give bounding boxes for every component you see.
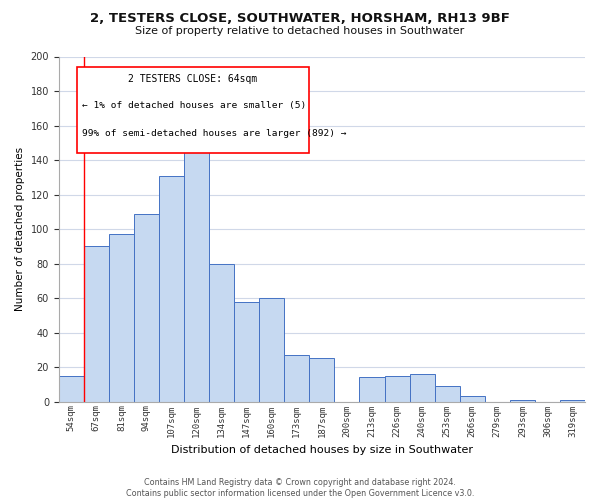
Bar <box>434 386 460 402</box>
Bar <box>259 298 284 402</box>
Bar <box>560 400 585 402</box>
Text: 99% of semi-detached houses are larger (892) →: 99% of semi-detached houses are larger (… <box>82 129 347 138</box>
Text: Contains HM Land Registry data © Crown copyright and database right 2024.
Contai: Contains HM Land Registry data © Crown c… <box>126 478 474 498</box>
Text: 2, TESTERS CLOSE, SOUTHWATER, HORSHAM, RH13 9BF: 2, TESTERS CLOSE, SOUTHWATER, HORSHAM, R… <box>90 12 510 26</box>
Bar <box>59 376 84 402</box>
Bar <box>510 400 535 402</box>
Bar <box>134 214 159 402</box>
Text: ← 1% of detached houses are smaller (5): ← 1% of detached houses are smaller (5) <box>82 102 307 110</box>
Bar <box>460 396 485 402</box>
Bar <box>410 374 434 402</box>
Bar <box>385 376 410 402</box>
Bar <box>84 246 109 402</box>
Bar <box>234 302 259 402</box>
Bar <box>109 234 134 402</box>
Bar <box>284 355 310 402</box>
X-axis label: Distribution of detached houses by size in Southwater: Distribution of detached houses by size … <box>171 445 473 455</box>
Text: 2 TESTERS CLOSE: 64sqm: 2 TESTERS CLOSE: 64sqm <box>128 74 257 84</box>
FancyBboxPatch shape <box>77 67 309 153</box>
Y-axis label: Number of detached properties: Number of detached properties <box>15 147 25 311</box>
Bar <box>184 130 209 402</box>
Bar <box>159 176 184 402</box>
Bar <box>209 264 234 402</box>
Text: Size of property relative to detached houses in Southwater: Size of property relative to detached ho… <box>136 26 464 36</box>
Bar <box>359 378 385 402</box>
Bar <box>310 358 334 402</box>
